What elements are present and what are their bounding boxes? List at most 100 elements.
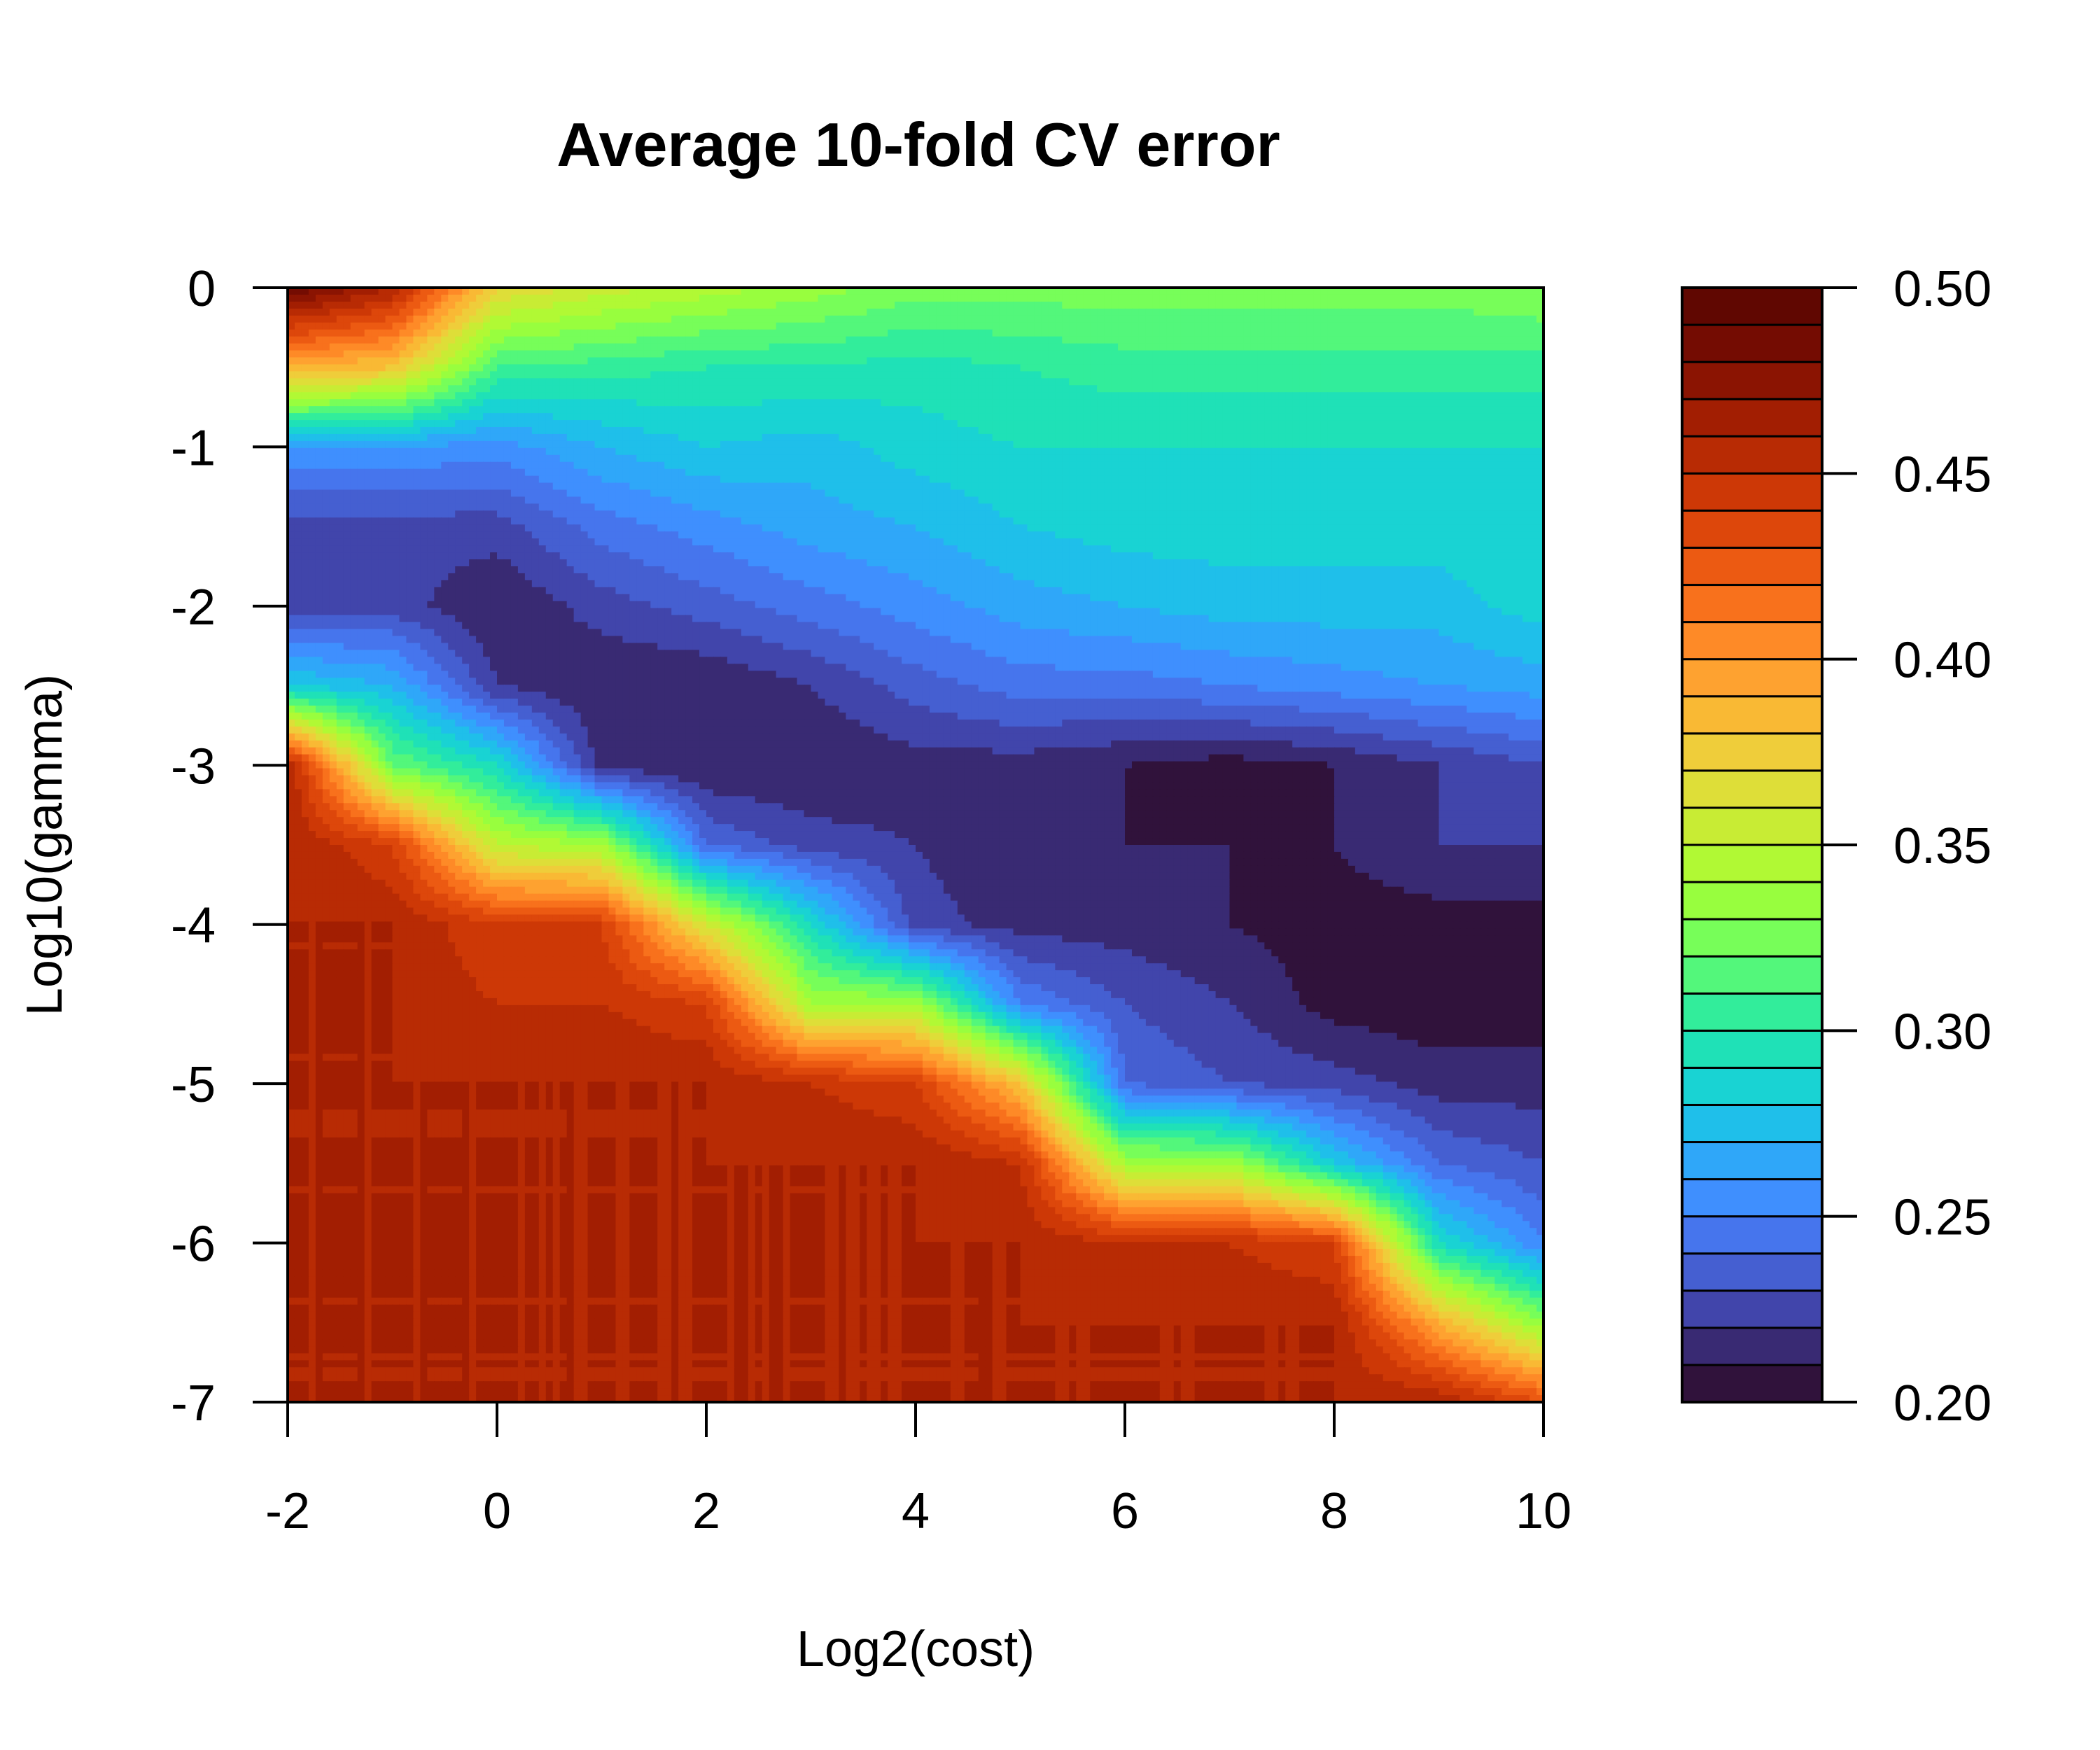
contour-cell [1118,392,1126,400]
contour-cell [1041,420,1049,428]
contour-cell [532,385,540,393]
contour-cell [734,358,742,365]
contour-cell [1160,476,1168,484]
contour-cell [958,295,965,302]
contour-cell [1111,330,1119,337]
contour-cell [406,448,414,456]
contour-cell [1014,455,1021,463]
contour-cell [1125,413,1133,421]
contour-cell [1041,406,1049,414]
contour-cell [608,455,616,463]
contour-cell [804,344,812,351]
contour-cell [1146,316,1154,323]
contour-cell [678,337,686,344]
contour-cell [1327,358,1335,365]
contour-cell [629,413,637,421]
contour-cell [1271,295,1279,302]
contour-cell [1522,399,1530,407]
contour-cell [1048,371,1056,379]
contour-cell [1153,434,1161,442]
contour-cell [881,413,888,421]
contour-cell [1516,392,1523,400]
contour-cell [525,462,533,470]
contour-cell [539,434,547,442]
contour-cell [643,323,651,330]
contour-cell [1195,420,1203,428]
contour-cell [1341,371,1349,379]
contour-cell [895,441,902,449]
contour-cell [1090,302,1098,309]
contour-cell [351,462,358,470]
contour-cell [1034,455,1042,463]
contour-cell [560,309,568,316]
contour-cell [1313,309,1321,316]
contour-cell [469,351,477,358]
contour-cell [399,337,407,344]
contour-cell [497,351,505,358]
contour-cell [1439,406,1447,414]
contour-cell [553,351,561,358]
contour-cell [657,427,665,435]
contour-cell [539,441,547,449]
contour-cell [1209,441,1217,449]
contour-cell [755,309,763,316]
contour-cell [567,392,575,400]
contour-cell [916,323,923,330]
contour-cell [1195,378,1203,386]
contour-cell [741,364,749,372]
contour-cell [748,399,756,407]
contour-cell [937,399,944,407]
contour-cell [1494,406,1502,414]
contour-cell [1132,295,1140,302]
contour-cell [1411,302,1419,309]
contour-cell [608,413,616,421]
contour-cell [358,378,365,386]
contour-cell [441,455,449,463]
contour-cell [1021,302,1028,309]
contour-cell [567,330,575,337]
contour-cell [818,420,825,428]
contour-cell [657,392,665,400]
contour-cell [427,469,435,477]
contour-cell [664,462,672,470]
contour-cell [1474,385,1481,393]
contour-cell [1439,364,1447,372]
contour-cell [741,323,749,330]
contour-cell [1278,469,1286,477]
contour-cell [1118,385,1126,393]
contour-cell [867,344,874,351]
contour-cell [1146,455,1154,463]
contour-cell [1034,302,1042,309]
contour-cell [853,392,860,400]
contour-cell [678,392,686,400]
contour-cell [1257,351,1265,358]
contour-cell [1411,316,1419,323]
contour-cell [965,462,972,470]
contour-cell [344,330,351,337]
contour-cell [622,309,630,316]
contour-cell [909,378,916,386]
contour-cell [1439,309,1447,316]
contour-cell [518,420,526,428]
contour-cell [1299,330,1307,337]
contour-cell [797,476,805,484]
contour-cell [615,295,623,302]
contour-cell [923,358,930,365]
contour-cell [546,302,554,309]
contour-cell [1181,455,1189,463]
contour-cell [1306,316,1314,323]
contour-cell [1299,448,1307,456]
contour-cell [986,406,993,414]
contour-cell [1516,441,1523,449]
contour-cell [1230,309,1238,316]
contour-cell [1425,406,1433,414]
contour-cell [692,469,700,477]
contour-cell [916,462,923,470]
contour-cell [1216,427,1224,435]
contour-cell [1488,309,1495,316]
contour-cell [643,371,651,379]
contour-cell [588,302,596,309]
contour-cell [420,427,428,435]
contour-cell [365,358,372,365]
contour-cell [1355,448,1363,456]
